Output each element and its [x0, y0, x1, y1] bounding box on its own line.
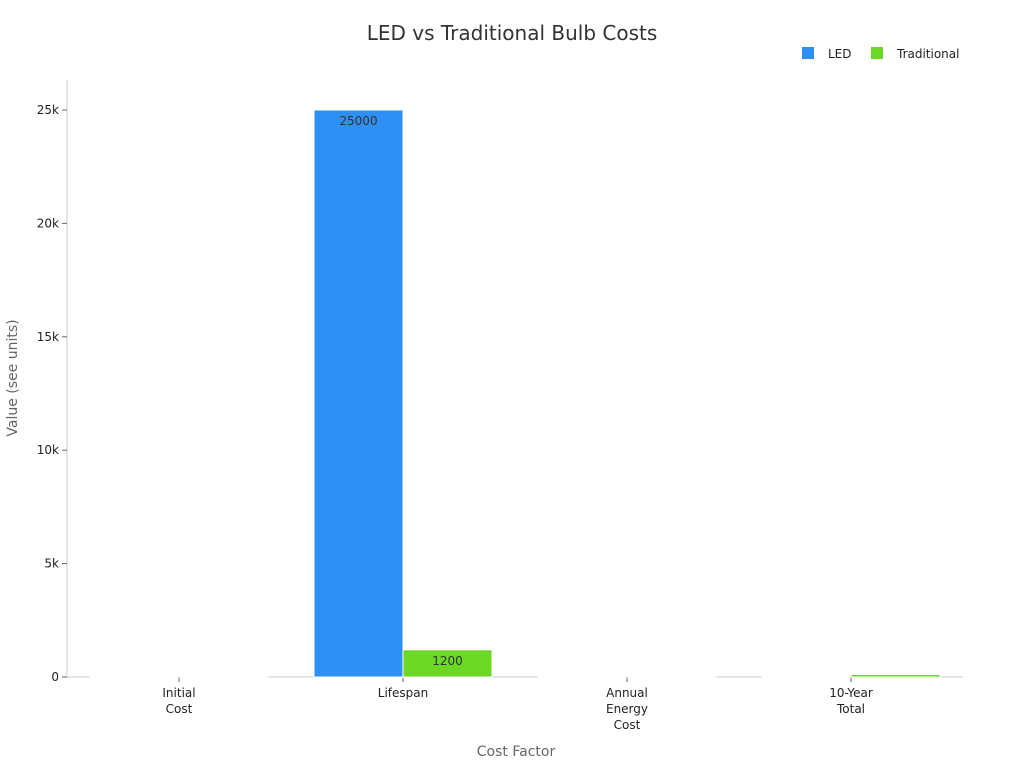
x-tick-label: 10-Year: [829, 686, 873, 700]
data-label: 1200: [432, 654, 463, 668]
x-tick-label: Lifespan: [378, 686, 428, 700]
y-tick-label: 20k: [37, 216, 59, 230]
y-tick-label: 10k: [37, 443, 59, 457]
bar-led: [537, 675, 628, 678]
x-tick-label: Initial: [162, 686, 195, 700]
bar-traditional: [178, 675, 269, 678]
bar-led: [313, 109, 404, 678]
x-tick-label: Annual: [606, 686, 648, 700]
legend-label-traditional: Traditional: [896, 47, 959, 61]
bar-led: [761, 675, 852, 678]
bar-led: [89, 675, 180, 678]
y-tick-label: 0: [51, 670, 59, 684]
bar-traditional: [626, 675, 717, 678]
x-tick-label: Total: [836, 702, 865, 716]
x-tick-label: Cost: [166, 702, 193, 716]
y-axis-label: Value (see units): [5, 319, 21, 436]
y-tick-label: 25k: [37, 103, 59, 117]
x-tick-label: Cost: [614, 718, 641, 732]
x-axis-label: Cost Factor: [477, 744, 556, 760]
legend-label-led: LED: [828, 47, 852, 61]
y-tick-label: 15k: [37, 330, 59, 344]
legend-swatch-traditional: [871, 47, 883, 59]
legend-swatch-led: [802, 47, 814, 59]
chart-title: LED vs Traditional Bulb Costs: [367, 21, 658, 45]
data-label: 25000: [339, 114, 377, 128]
x-tick-label: Energy: [606, 702, 648, 716]
y-tick-label: 5k: [44, 557, 59, 571]
bar-traditional: [402, 649, 493, 678]
bar-traditional: [850, 674, 941, 678]
